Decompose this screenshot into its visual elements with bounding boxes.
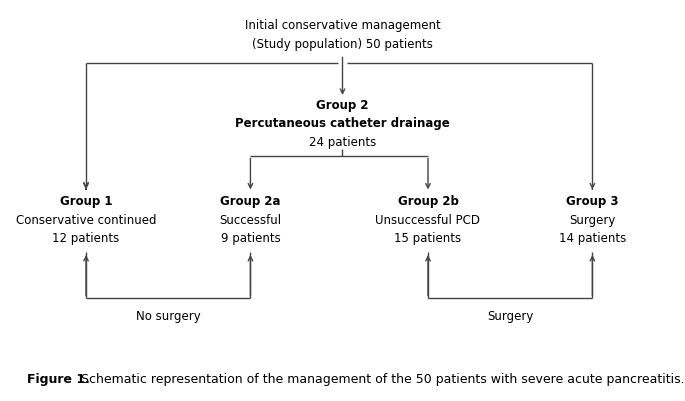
Text: Schematic representation of the management of the 50 patients with severe acute : Schematic representation of the manageme… (77, 372, 684, 385)
Text: Surgery: Surgery (487, 310, 534, 322)
Text: Group 2: Group 2 (316, 99, 369, 111)
Text: Percutaneous catheter drainage: Percutaneous catheter drainage (235, 117, 450, 130)
Text: Group 2a: Group 2a (220, 195, 281, 208)
Text: Figure 1.: Figure 1. (27, 372, 90, 385)
Text: Conservative continued: Conservative continued (16, 213, 156, 226)
Text: Surgery: Surgery (569, 213, 616, 226)
Text: 24 patients: 24 patients (309, 136, 376, 148)
Text: No surgery: No surgery (136, 310, 201, 322)
Text: 9 patients: 9 patients (221, 232, 280, 245)
Text: Successful: Successful (219, 213, 282, 226)
Text: Group 2b: Group 2b (397, 195, 458, 208)
Text: (Study population) 50 patients: (Study population) 50 patients (252, 38, 433, 51)
Text: Initial conservative management: Initial conservative management (245, 19, 440, 32)
Text: Group 3: Group 3 (566, 195, 619, 208)
Text: Group 1: Group 1 (60, 195, 112, 208)
Text: 12 patients: 12 patients (53, 232, 120, 245)
Text: 15 patients: 15 patients (395, 232, 462, 245)
Text: Unsuccessful PCD: Unsuccessful PCD (375, 213, 480, 226)
Text: 14 patients: 14 patients (559, 232, 626, 245)
